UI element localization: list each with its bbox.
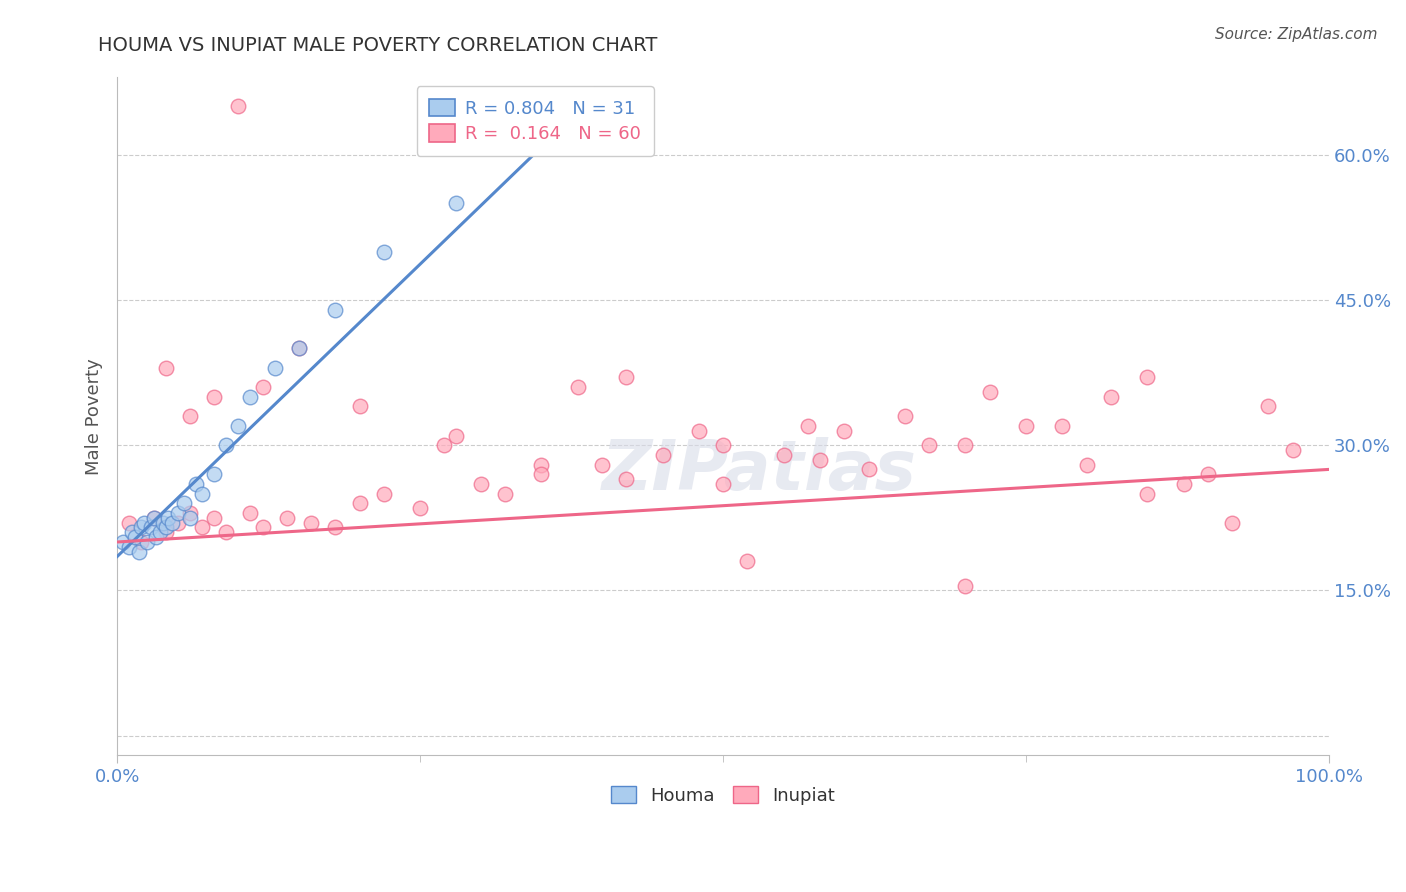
Point (173, 496, 195, 510)
Point (166, 506, 188, 520)
Point (139, 520, 162, 534)
Point (797, 418, 820, 433)
Point (1220, 516, 1243, 530)
Point (858, 462, 880, 476)
Point (160, 516, 183, 530)
Point (228, 418, 250, 433)
Point (832, 424, 855, 438)
Point (215, 525, 238, 540)
Point (191, 520, 214, 534)
Point (1257, 400, 1279, 414)
Point (202, 510, 225, 524)
Point (191, 486, 214, 500)
Point (142, 510, 165, 524)
Point (1052, 418, 1074, 433)
Point (155, 360, 177, 375)
Point (136, 535, 159, 549)
Point (323, 302, 346, 317)
Point (688, 424, 710, 438)
Point (145, 530, 167, 544)
Point (202, 467, 225, 482)
Point (567, 380, 589, 394)
Point (1197, 467, 1219, 482)
Point (184, 477, 207, 491)
Point (737, 554, 759, 568)
Point (470, 477, 492, 491)
Point (808, 452, 831, 467)
Point (772, 448, 794, 462)
Point (373, 244, 395, 259)
Point (112, 535, 135, 549)
Text: HOUMA VS INUPIAT MALE POVERTY CORRELATION CHART: HOUMA VS INUPIAT MALE POVERTY CORRELATIO… (98, 36, 658, 54)
Point (179, 510, 201, 524)
Point (239, 390, 262, 404)
Text: ZIPatlas: ZIPatlas (602, 437, 917, 504)
Legend: Houma, Inupiat: Houma, Inupiat (602, 777, 845, 814)
Point (263, 360, 285, 375)
Point (155, 520, 177, 534)
Point (288, 342, 311, 356)
Point (530, 467, 553, 482)
Point (530, 138, 553, 153)
Point (373, 486, 395, 500)
Point (121, 525, 143, 540)
Point (446, 428, 468, 442)
Point (276, 510, 298, 524)
Point (1099, 390, 1122, 404)
Point (409, 501, 432, 516)
Point (614, 370, 637, 384)
Point (446, 196, 468, 211)
Point (494, 486, 516, 500)
Point (157, 510, 180, 524)
Point (166, 516, 188, 530)
Point (711, 477, 734, 491)
Point (118, 516, 141, 530)
Point (118, 540, 141, 554)
Point (299, 516, 322, 530)
Point (530, 458, 553, 472)
Point (131, 535, 153, 549)
Point (711, 438, 734, 452)
Point (349, 496, 371, 510)
Point (1173, 477, 1195, 491)
Point (288, 342, 311, 356)
Point (955, 438, 977, 452)
Point (179, 506, 201, 520)
Point (228, 99, 250, 113)
Point (131, 520, 153, 534)
Point (323, 520, 346, 534)
Point (149, 525, 172, 540)
Point (955, 578, 977, 592)
Point (918, 438, 941, 452)
Point (132, 516, 155, 530)
Point (614, 472, 637, 486)
Point (1015, 418, 1038, 433)
Point (252, 520, 274, 534)
Point (128, 544, 150, 558)
Point (239, 506, 262, 520)
Point (1281, 443, 1303, 458)
Y-axis label: Male Poverty: Male Poverty (86, 358, 103, 475)
Point (152, 516, 174, 530)
Point (433, 438, 456, 452)
Point (142, 510, 165, 524)
Point (1136, 370, 1159, 384)
Point (651, 448, 673, 462)
Text: Source: ZipAtlas.com: Source: ZipAtlas.com (1215, 27, 1378, 42)
Point (124, 530, 146, 544)
Point (155, 525, 177, 540)
Point (894, 409, 917, 424)
Point (179, 409, 201, 424)
Point (202, 390, 225, 404)
Point (979, 384, 1001, 399)
Point (1136, 486, 1159, 500)
Point (349, 400, 371, 414)
Point (1076, 458, 1098, 472)
Point (252, 380, 274, 394)
Point (215, 438, 238, 452)
Point (591, 458, 613, 472)
